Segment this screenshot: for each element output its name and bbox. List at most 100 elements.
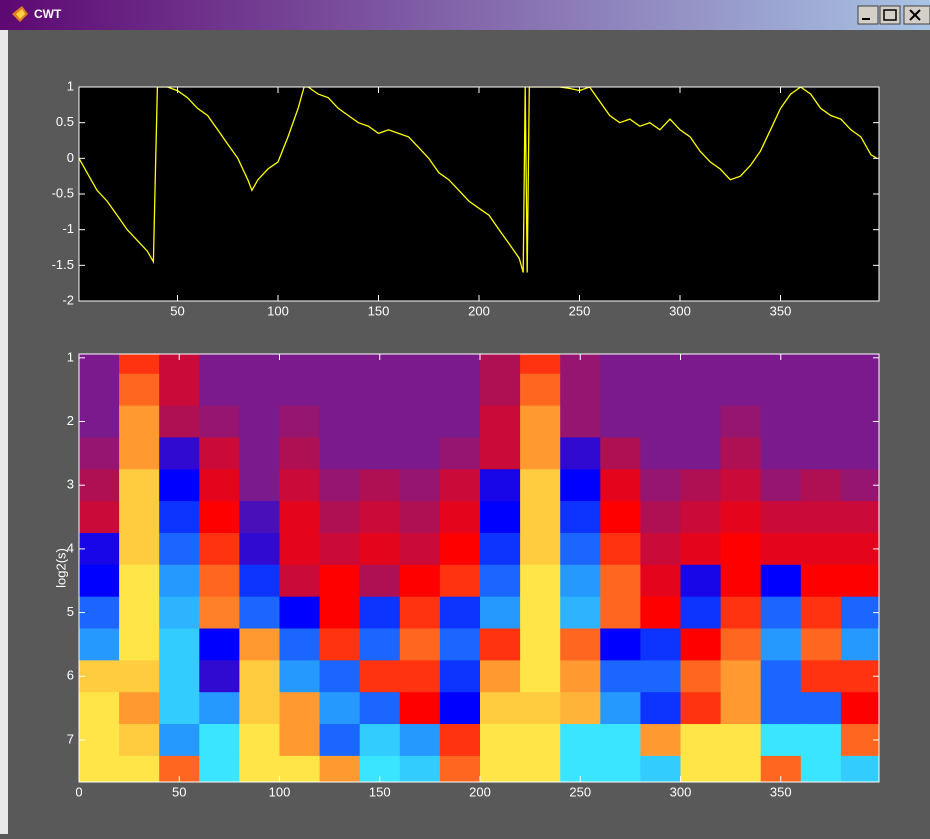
heatmap-cell bbox=[600, 660, 641, 693]
heatmap-cell bbox=[640, 437, 682, 470]
heatmap-cell bbox=[79, 437, 120, 470]
heatmap-cell bbox=[119, 596, 160, 630]
minimize-button[interactable] bbox=[857, 5, 879, 25]
heatmap-cell bbox=[159, 501, 200, 534]
x-tick-label: 300 bbox=[670, 784, 692, 799]
heatmap-cell bbox=[600, 628, 641, 661]
heatmap-cell bbox=[600, 755, 641, 782]
heatmap-cell bbox=[520, 660, 561, 693]
heatmap-cell bbox=[439, 373, 481, 407]
maximize-button[interactable] bbox=[879, 5, 901, 25]
heatmap-cell bbox=[159, 564, 200, 598]
heatmap-cell bbox=[439, 469, 481, 502]
heatmap-cell bbox=[79, 373, 120, 407]
heatmap-cell bbox=[439, 501, 481, 534]
heatmap-cell bbox=[640, 405, 682, 438]
y-axis-label: log2(s) bbox=[53, 548, 68, 588]
heatmap-cell bbox=[760, 354, 802, 375]
heatmap-cell bbox=[279, 437, 321, 470]
heatmap-cell bbox=[79, 532, 120, 566]
heatmap-cell bbox=[560, 692, 601, 725]
y-tick-label: 1 bbox=[67, 78, 74, 93]
x-tick-label: 200 bbox=[468, 303, 490, 318]
heatmap-cell bbox=[359, 373, 401, 407]
heatmap-cell bbox=[239, 501, 281, 534]
heatmap-cell bbox=[239, 469, 281, 502]
window-buttons[interactable] bbox=[857, 5, 930, 25]
heatmap-cell bbox=[640, 628, 682, 661]
heatmap-cell bbox=[239, 724, 281, 757]
heatmap-cell bbox=[199, 596, 240, 630]
heatmap-cell bbox=[279, 692, 321, 725]
y-tick-label: -1.5 bbox=[52, 257, 74, 272]
heatmap-cell bbox=[640, 469, 682, 502]
heatmap-cell bbox=[359, 692, 401, 725]
heatmap-cell bbox=[760, 724, 802, 757]
heatmap-cell bbox=[480, 755, 521, 782]
heatmap-cell bbox=[79, 660, 120, 693]
heatmap-cell bbox=[359, 724, 401, 757]
heatmap-cell bbox=[800, 437, 842, 470]
heatmap-cell bbox=[840, 437, 879, 470]
heatmap-cell bbox=[640, 692, 682, 725]
heatmap-cell bbox=[520, 564, 561, 598]
heatmap-cell bbox=[79, 755, 120, 782]
heatmap-cell bbox=[800, 660, 842, 693]
plot-area bbox=[79, 87, 879, 301]
heatmap-cell bbox=[480, 724, 521, 757]
heatmap-cell bbox=[119, 354, 160, 375]
heatmap-cell bbox=[840, 373, 879, 407]
heatmap-cell bbox=[279, 755, 321, 782]
heatmap-cell bbox=[279, 469, 321, 502]
x-tick-label: 100 bbox=[269, 784, 291, 799]
heatmap-cell bbox=[720, 692, 762, 725]
heatmap-cell bbox=[399, 373, 441, 407]
heatmap-cell bbox=[800, 724, 842, 757]
heatmap-cell bbox=[319, 692, 361, 725]
heatmap-cell bbox=[399, 596, 441, 630]
heatmap-cell bbox=[480, 437, 521, 470]
heatmap-cell bbox=[640, 724, 682, 757]
x-tick-label: 50 bbox=[172, 784, 186, 799]
heatmap-cell bbox=[159, 405, 200, 438]
heatmap-cell bbox=[520, 755, 561, 782]
heatmap-cell bbox=[840, 724, 879, 757]
heatmap-cell bbox=[720, 660, 762, 693]
heatmap-cell bbox=[480, 532, 521, 566]
heatmap-cell bbox=[600, 437, 641, 470]
heatmap-cell bbox=[680, 628, 722, 661]
heatmap-cell bbox=[239, 755, 281, 782]
heatmap-cell bbox=[840, 354, 879, 375]
heatmap-cell bbox=[720, 628, 762, 661]
heatmap-cell bbox=[760, 437, 802, 470]
x-tick-label: 300 bbox=[669, 303, 691, 318]
heatmap-cell bbox=[439, 628, 481, 661]
heatmap-cell bbox=[359, 564, 401, 598]
heatmap-cell bbox=[399, 469, 441, 502]
close-button[interactable] bbox=[903, 5, 930, 25]
heatmap-cell bbox=[239, 564, 281, 598]
heatmap-cell bbox=[119, 724, 160, 757]
heatmap-cell bbox=[199, 469, 240, 502]
heatmap-cell bbox=[640, 373, 682, 407]
heatmap-cell bbox=[680, 692, 722, 725]
heatmap-cell bbox=[600, 469, 641, 502]
y-tick-label: -0.5 bbox=[52, 185, 74, 200]
heatmap-cell bbox=[279, 628, 321, 661]
heatmap-cell bbox=[640, 755, 682, 782]
heatmap-cell bbox=[760, 596, 802, 630]
window-border bbox=[0, 30, 8, 834]
heatmap-cell bbox=[480, 469, 521, 502]
heatmap-cell bbox=[119, 628, 160, 661]
x-tick-label: 350 bbox=[770, 303, 792, 318]
signal-line bbox=[79, 87, 878, 273]
heatmap-cell bbox=[399, 628, 441, 661]
heatmap-cell bbox=[840, 532, 879, 566]
heatmap-cell bbox=[239, 532, 281, 566]
heatmap-cell bbox=[359, 660, 401, 693]
heatmap-cell bbox=[480, 501, 521, 534]
heatmap-cell bbox=[560, 628, 601, 661]
x-tick-label: 250 bbox=[569, 784, 591, 799]
heatmap-cell bbox=[159, 373, 200, 407]
